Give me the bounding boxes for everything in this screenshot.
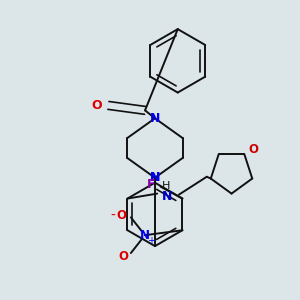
- Text: O: O: [116, 209, 126, 222]
- Text: N: N: [140, 229, 150, 242]
- Text: H: H: [162, 181, 170, 191]
- Text: F: F: [146, 178, 155, 191]
- Text: O: O: [248, 143, 258, 156]
- Text: +: +: [147, 236, 155, 246]
- Text: -: -: [111, 208, 116, 222]
- Text: N: N: [150, 171, 160, 184]
- Text: N: N: [162, 190, 172, 203]
- Text: O: O: [91, 99, 102, 112]
- Text: N: N: [150, 171, 160, 184]
- Text: O: O: [118, 250, 128, 262]
- Text: N: N: [150, 112, 160, 125]
